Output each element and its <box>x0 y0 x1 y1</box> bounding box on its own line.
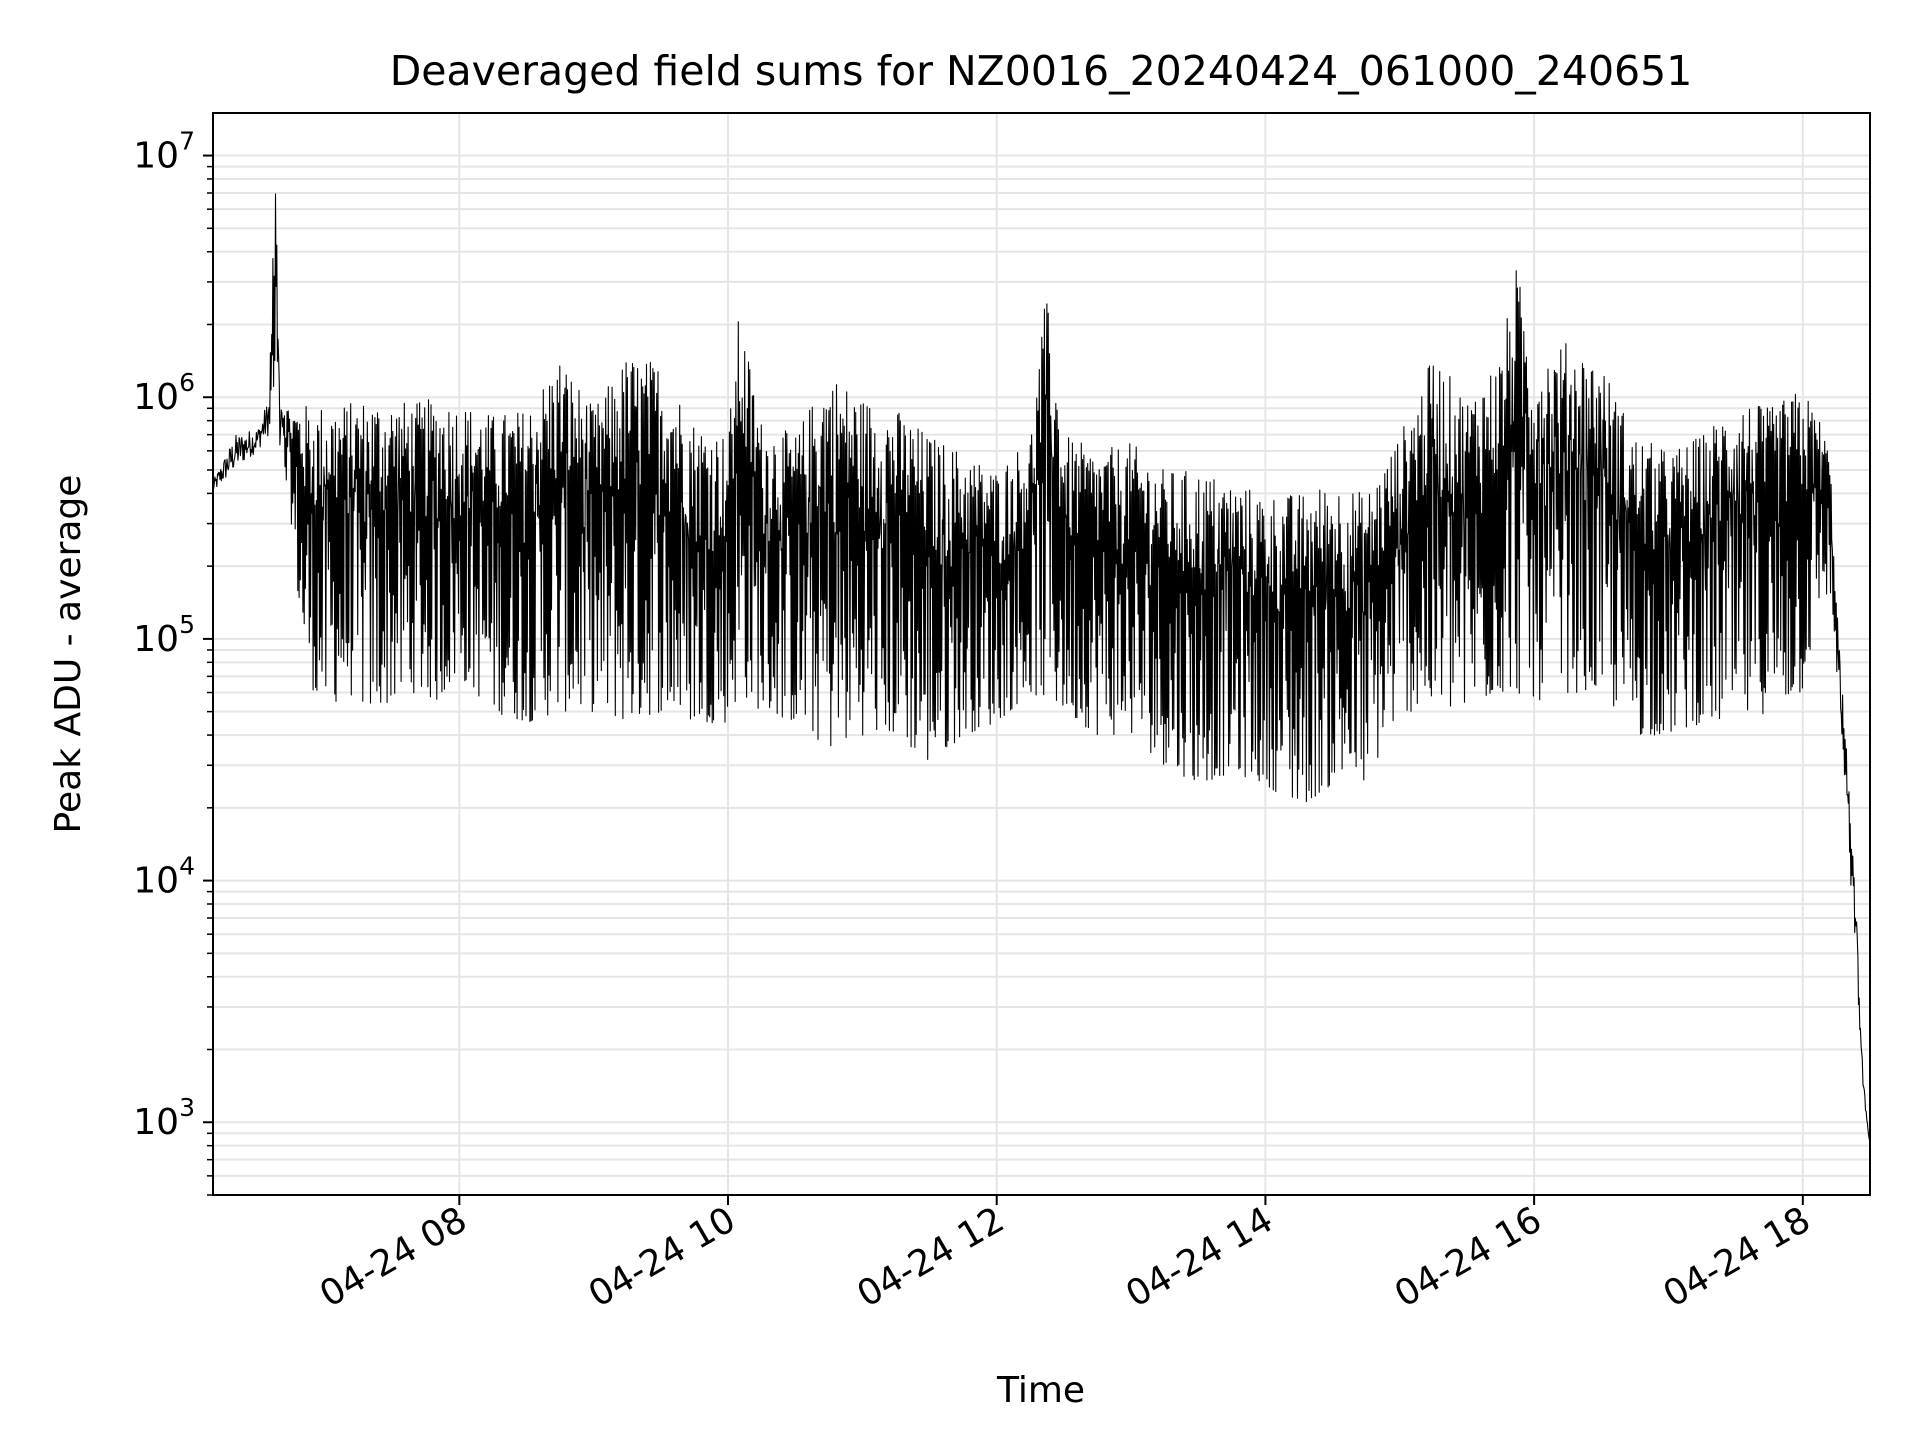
y-tick-exponent: 7 <box>179 127 195 156</box>
y-tick-label: 106 <box>133 368 195 418</box>
y-tick-base: 10 <box>133 1102 179 1143</box>
x-tick-label: 04-24 12 <box>851 1199 1012 1315</box>
y-tick-label: 103 <box>133 1093 195 1143</box>
y-tick-exponent: 6 <box>179 368 195 397</box>
y-tick-label: 104 <box>133 852 195 902</box>
y-tick-base: 10 <box>133 619 179 660</box>
x-tick-label: 04-24 08 <box>313 1199 474 1315</box>
x-tick-label: 04-24 16 <box>1388 1199 1549 1315</box>
x-axis-label: Time <box>996 1370 1085 1411</box>
plot-frame <box>212 112 1871 1196</box>
y-tick-base: 10 <box>133 377 179 418</box>
y-tick-label: 105 <box>133 610 195 660</box>
y-axis-label: Peak ADU - average <box>48 475 89 834</box>
y-tick-base: 10 <box>133 861 179 902</box>
x-tick-label: 04-24 14 <box>1119 1199 1280 1315</box>
chart-title: Deaveraged field sums for NZ0016_2024042… <box>390 47 1693 95</box>
y-tick-base: 10 <box>133 136 179 177</box>
x-axis: 04-24 08 04-24 10 04-24 12 04-24 14 04-24 16… <box>313 1195 1817 1316</box>
y-tick-label: 107 <box>133 127 195 177</box>
y-tick-exponent: 3 <box>179 1093 195 1122</box>
y-tick-exponent: 4 <box>179 852 195 881</box>
x-tick-label: 04-24 10 <box>582 1199 743 1315</box>
series-layer <box>212 193 1871 1146</box>
x-tick-label: 04-24 18 <box>1657 1199 1818 1315</box>
y-tick-exponent: 5 <box>179 610 195 639</box>
series-line <box>212 193 1871 1146</box>
